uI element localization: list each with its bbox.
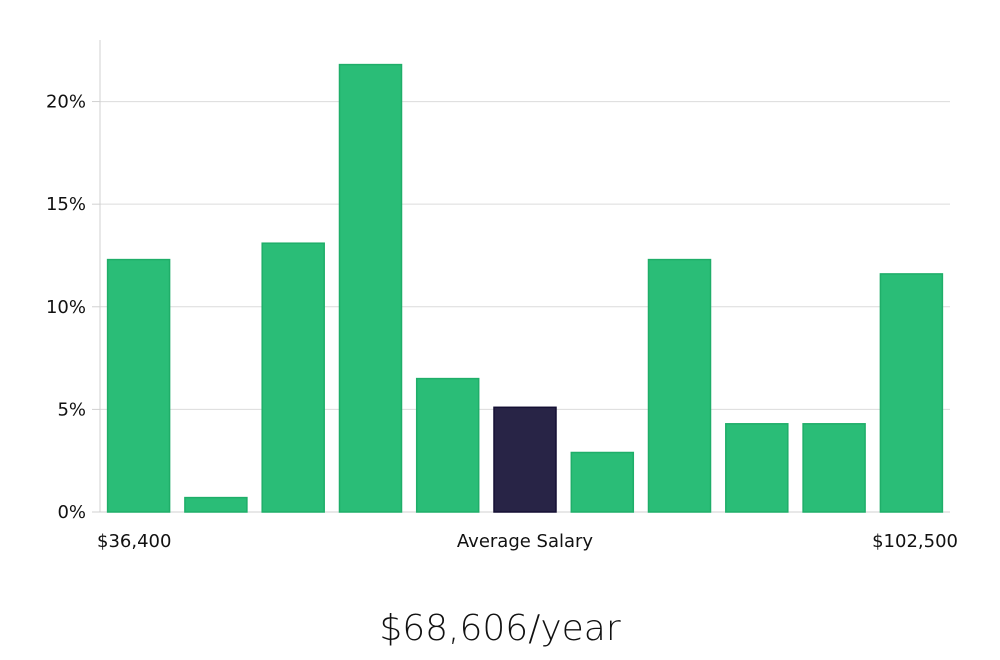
bar-average-salary — [493, 406, 557, 513]
y-tick-label: 0% — [57, 502, 86, 523]
bar — [647, 258, 712, 513]
bar — [725, 423, 789, 513]
bars — [106, 63, 944, 513]
bar — [879, 273, 944, 513]
bar — [802, 423, 866, 513]
bar — [106, 258, 171, 513]
x-max-label: $102,500 — [872, 531, 958, 552]
bar — [261, 242, 325, 513]
y-tick-label: 5% — [57, 399, 86, 420]
axis-labels: 0% 5% 10% 15% 20% $36,400 Average Salary $102,5… — [46, 92, 958, 552]
bar — [338, 63, 403, 513]
bar — [184, 496, 248, 513]
bar — [415, 377, 480, 513]
x-center-label: Average Salary — [457, 531, 594, 552]
y-tick-label: 15% — [46, 194, 86, 215]
bar — [570, 451, 635, 513]
average-salary-value: $68,606/year — [379, 608, 621, 649]
y-tick-label: 10% — [46, 297, 86, 318]
y-tick-label: 20% — [46, 92, 86, 113]
x-min-label: $36,400 — [97, 531, 171, 552]
gridlines — [100, 101, 950, 410]
salary-distribution-chart: 0% 5% 10% 15% 20% $36,400 Average Salary $102,5… — [46, 40, 958, 552]
